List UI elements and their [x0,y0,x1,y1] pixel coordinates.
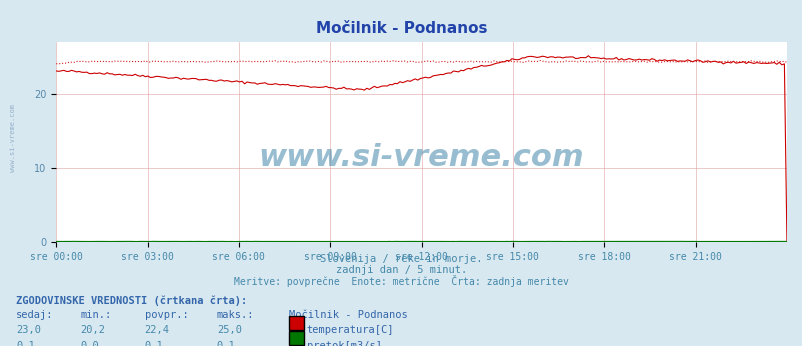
Text: ZGODOVINSKE VREDNOSTI (črtkana črta):: ZGODOVINSKE VREDNOSTI (črtkana črta): [16,296,247,306]
Text: 0,1: 0,1 [144,341,163,346]
Text: 20,2: 20,2 [80,325,105,335]
Text: povpr.:: povpr.: [144,310,188,320]
Text: www.si-vreme.com: www.si-vreme.com [258,143,584,172]
Text: Močilnik - Podnanos: Močilnik - Podnanos [315,21,487,36]
Text: sedaj:: sedaj: [16,310,54,320]
Text: Slovenija / reke in morje.: Slovenija / reke in morje. [320,254,482,264]
Text: 22,4: 22,4 [144,325,169,335]
Text: zadnji dan / 5 minut.: zadnji dan / 5 minut. [335,265,467,275]
Text: maks.:: maks.: [217,310,254,320]
Text: 0,1: 0,1 [16,341,34,346]
Text: Močilnik - Podnanos: Močilnik - Podnanos [289,310,407,320]
Text: min.:: min.: [80,310,111,320]
Text: 25,0: 25,0 [217,325,241,335]
Text: 0,1: 0,1 [217,341,235,346]
Text: 23,0: 23,0 [16,325,41,335]
Text: www.si-vreme.com: www.si-vreme.com [10,104,15,172]
Text: temperatura[C]: temperatura[C] [306,325,394,335]
Text: Meritve: povprečne  Enote: metrične  Črta: zadnja meritev: Meritve: povprečne Enote: metrične Črta:… [233,275,569,287]
Text: pretok[m3/s]: pretok[m3/s] [306,341,381,346]
Text: 0,0: 0,0 [80,341,99,346]
